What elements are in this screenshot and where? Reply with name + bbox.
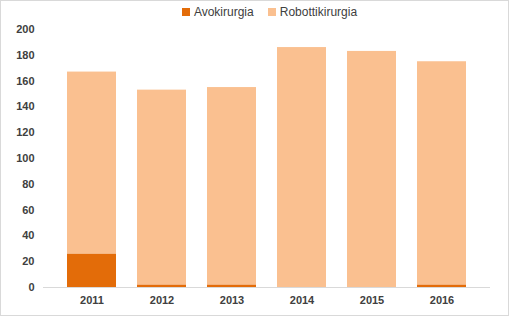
svg-text:180: 180 <box>16 49 34 61</box>
svg-text:2016: 2016 <box>430 294 454 306</box>
svg-text:2011: 2011 <box>80 294 104 306</box>
svg-text:140: 140 <box>16 100 34 112</box>
svg-text:100: 100 <box>16 152 34 164</box>
svg-text:0: 0 <box>28 281 34 293</box>
svg-text:20: 20 <box>22 255 34 267</box>
html-text:Robottikirurgia: Robottikirurgia <box>279 5 358 19</box>
svg-text:160: 160 <box>16 75 34 87</box>
svg-text:2012: 2012 <box>150 294 174 306</box>
svg-text:60: 60 <box>22 204 34 216</box>
svg-text:40: 40 <box>22 229 34 241</box>
svg-text:120: 120 <box>16 126 34 138</box>
svg-text:200: 200 <box>16 23 34 35</box>
svg-text:2013: 2013 <box>220 294 244 306</box>
html-text:Avokirurgia: Avokirurgia <box>193 5 254 19</box>
svg-text:2014: 2014 <box>290 294 315 306</box>
svg-text:2015: 2015 <box>360 294 384 306</box>
svg-text:80: 80 <box>22 178 34 190</box>
